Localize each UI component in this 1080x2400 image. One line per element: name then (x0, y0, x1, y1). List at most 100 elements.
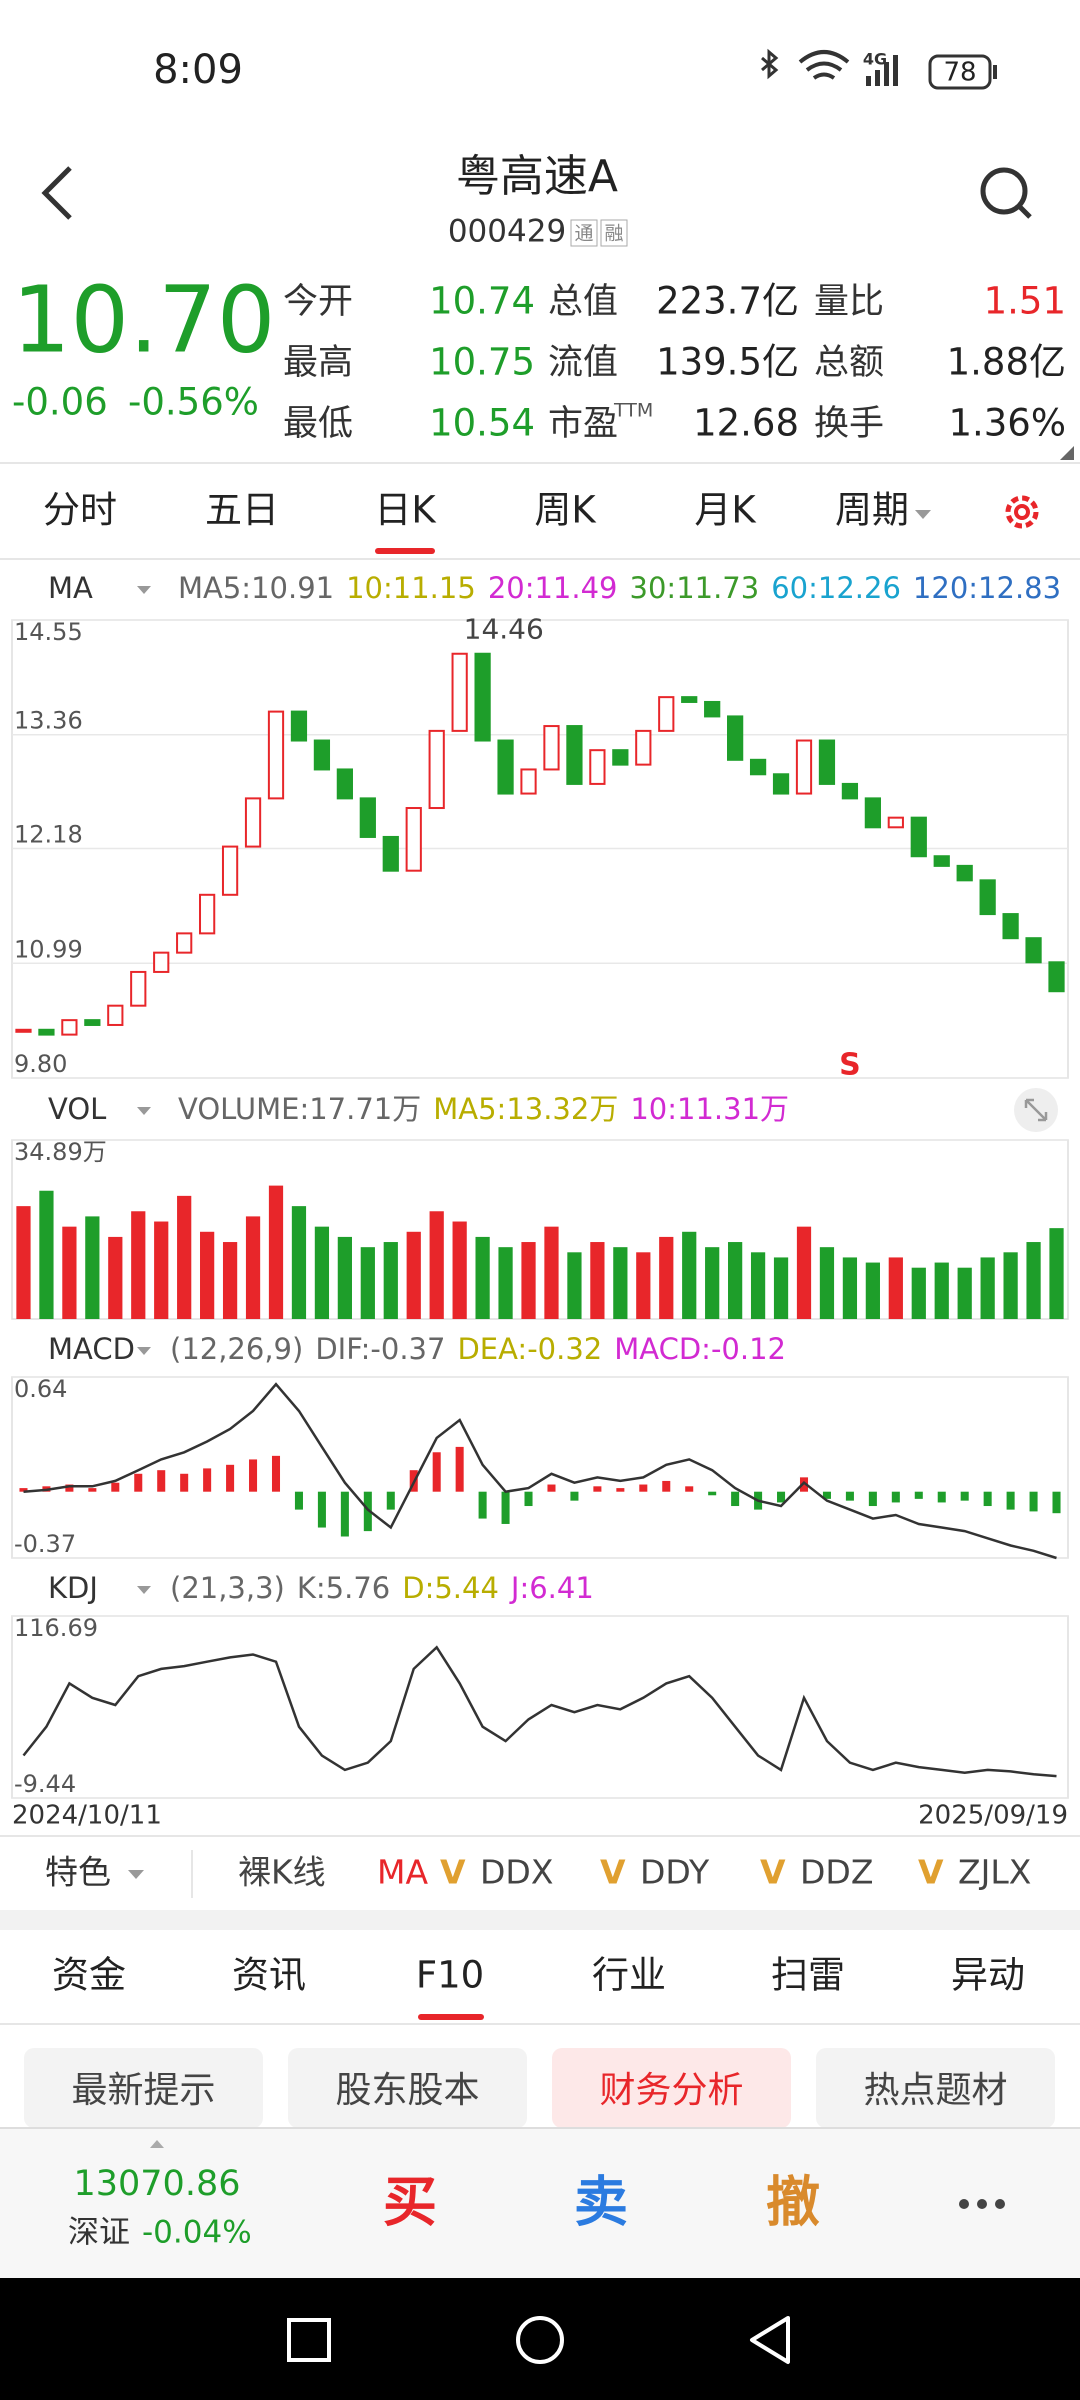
stock-code: 000429 (448, 214, 566, 250)
indicator-item[interactable]: DDX (480, 1853, 553, 1892)
chip-label: 财务分析 (599, 2070, 743, 2111)
info-tab[interactable]: 异动 (951, 1954, 1025, 1997)
price-change-pct: -0.56% (128, 381, 259, 424)
candle (405, 807, 422, 872)
y-tick-label: 116.69 (14, 1614, 98, 1642)
volume-bar (980, 1257, 995, 1319)
chip-label: 股东股本 (335, 2070, 479, 2111)
legend-item: (21,3,3) (170, 1571, 285, 1605)
settings-button[interactable] (1005, 495, 1039, 529)
info-tab[interactable]: 资讯 (232, 1954, 306, 1997)
x-end-label: 2025/09/19 (918, 1801, 1068, 1831)
info-tab[interactable]: 资金 (52, 1954, 126, 1997)
volume-bar (16, 1206, 31, 1319)
candle (1048, 961, 1065, 993)
macd-bar (868, 1491, 877, 1507)
candle (15, 1028, 32, 1033)
high-annotation: 14.46 (464, 613, 544, 646)
candle (61, 1019, 78, 1036)
legend-item: 60:12.26 (771, 571, 901, 605)
indicator-item[interactable]: 裸K线 (238, 1853, 326, 1892)
recents-button[interactable] (287, 2318, 331, 2362)
period-tab[interactable]: 周K (534, 489, 597, 532)
more-button[interactable] (959, 2199, 1005, 2209)
volume-bar (1026, 1242, 1041, 1319)
volume-bar (498, 1247, 513, 1319)
candle (313, 739, 331, 771)
period-tab[interactable]: 五日 (205, 489, 279, 532)
badge-box (600, 219, 628, 247)
macd-bar (777, 1491, 786, 1503)
candle (1025, 937, 1042, 964)
chip[interactable] (288, 2048, 527, 2128)
volume-bar (108, 1236, 123, 1319)
legend-name[interactable]: MACD (48, 1332, 135, 1366)
field-label: 量比 (814, 282, 884, 322)
candle (153, 951, 170, 973)
badge: 融 (604, 223, 623, 245)
candle (1002, 913, 1019, 940)
macd-bar (1029, 1491, 1038, 1512)
badge: 通 (574, 223, 593, 245)
sell-button[interactable]: 卖 (574, 2171, 628, 2234)
legend-name[interactable]: MA (48, 571, 93, 605)
candle (199, 893, 216, 935)
period-tab[interactable]: 月K (694, 489, 757, 532)
candle (887, 816, 904, 829)
macd-bar (340, 1491, 349, 1537)
indicator-item[interactable]: DDY (640, 1853, 710, 1892)
field-value: 223.7亿 (656, 280, 799, 323)
last-price: 10.70 (12, 266, 275, 373)
volume-bar (521, 1242, 536, 1319)
volume-bar (268, 1185, 284, 1319)
candle (635, 729, 652, 766)
indicator-marker: V (440, 1853, 466, 1892)
indicator-item[interactable]: ZJLX (958, 1853, 1031, 1892)
period-tab[interactable]: 分时 (43, 489, 117, 532)
volume-bar (452, 1221, 467, 1319)
legend-item: K:5.76 (297, 1571, 390, 1605)
macd-bar (1052, 1491, 1061, 1514)
volume-bar (222, 1242, 238, 1319)
y-tick-label: 34.89万 (14, 1138, 107, 1166)
legend-name[interactable]: KDJ (48, 1571, 98, 1605)
info-tab[interactable]: F10 (416, 1954, 484, 1997)
legend-item: 10:11.15 (346, 571, 476, 605)
macd-bar (570, 1491, 579, 1501)
field-label: 流值 (548, 343, 618, 383)
info-tab[interactable]: 扫雷 (771, 1954, 845, 1997)
nav-back-button[interactable] (750, 2316, 790, 2364)
search-button[interactable] (980, 167, 1028, 215)
indicator-marker: V (760, 1853, 786, 1892)
info-tab[interactable]: 行业 (592, 1954, 666, 1997)
indicator-item[interactable]: DDZ (800, 1853, 873, 1892)
chip[interactable] (816, 2048, 1055, 2128)
info-tabs: 资金 资讯 F10 行业 扫雷 异动 (52, 1954, 1025, 1997)
period-tab[interactable]: 周期 (835, 489, 909, 532)
macd-bar (226, 1464, 235, 1492)
candle (543, 725, 560, 771)
cancel-button[interactable]: 撤 (766, 2171, 820, 2234)
indicator-item[interactable]: MA (377, 1853, 428, 1892)
index-value: 13070.86 (73, 2164, 240, 2204)
legend-item: 10:11.31万 (630, 1092, 789, 1126)
volume-bar (590, 1242, 605, 1319)
buy-button[interactable]: 买 (383, 2171, 437, 2234)
feature-menu[interactable]: 特色 (45, 1853, 111, 1892)
volume-bar (475, 1236, 490, 1319)
volume-bar (245, 1216, 261, 1319)
legend-name[interactable]: VOL (48, 1092, 106, 1126)
home-button[interactable] (516, 2316, 564, 2364)
chip[interactable] (552, 2048, 791, 2128)
period-tab[interactable]: 日K (374, 489, 437, 532)
chip[interactable] (24, 2048, 263, 2128)
field-value: 10.54 (429, 402, 535, 445)
dropdown-arrow (137, 1347, 151, 1355)
x-start-label: 2024/10/11 (12, 1801, 162, 1831)
volume-bar (842, 1257, 858, 1319)
back-button[interactable] (41, 166, 72, 220)
candle (244, 797, 262, 848)
field-label: 今开 (283, 282, 353, 322)
candle (612, 749, 629, 766)
candle (267, 710, 285, 800)
